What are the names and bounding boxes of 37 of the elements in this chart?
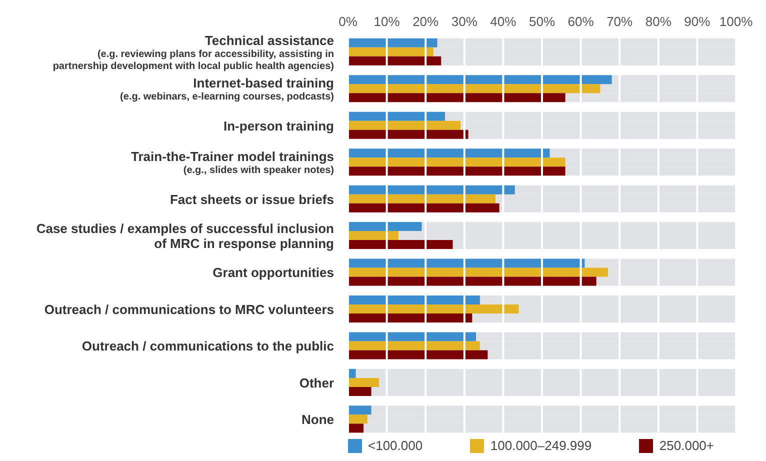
x-tick-label: 90% (684, 14, 711, 29)
x-tick-label: 70% (606, 14, 634, 29)
y-tick-label: Train-the-Trainer model trainings (e.g., slides with speaker notes) (131, 149, 334, 176)
bar (348, 222, 422, 232)
legend-label: 100.000–249.999 (489, 438, 592, 453)
y-tick-label: Fact sheets or issue briefs (170, 192, 334, 207)
x-tick-label: 60% (568, 14, 594, 29)
bar (348, 368, 356, 378)
x-tick-label: 50% (528, 14, 556, 29)
bar (348, 424, 364, 433)
legend-label: 250.000+ (658, 438, 714, 453)
y-tick-label: Grant opportunities (212, 265, 334, 280)
bar (348, 378, 380, 387)
y-tick-label: In-person training (224, 118, 334, 134)
legend-label: <100.000 (367, 438, 423, 453)
bar (348, 386, 372, 396)
x-tick-label: 20% (412, 14, 440, 29)
y-tick-label: None (302, 412, 334, 428)
x-tick-label: 0% (338, 14, 358, 29)
y-tick-label: Outreach / communications to MRC volunteers (44, 302, 334, 317)
x-tick-label: 100% (719, 14, 754, 29)
y-tick-label: Technical assistance(e.g. reviewing plans for accessibility, assisting in partnership development with local public health agencies) (52, 32, 334, 72)
x-tick-label: 80% (645, 14, 672, 29)
x-tick-label: 30% (451, 14, 478, 29)
y-tick-label: Case studies / examples of successful inclusion of MRC in response planning (36, 221, 334, 251)
bar (348, 231, 398, 240)
bar (348, 406, 372, 415)
x-tick-label: 10% (374, 14, 400, 29)
y-tick-label: Other (299, 375, 334, 390)
y-tick-label: Outreach / communications to the public (82, 338, 334, 354)
bar (348, 56, 442, 66)
x-tick-label: 40% (490, 14, 517, 29)
bar (348, 38, 438, 48)
bar (348, 47, 434, 56)
y-tick-label: Internet-based training (e.g. webinars, e-learning courses, podcasts) (120, 76, 334, 103)
bar (348, 112, 445, 121)
bar (348, 414, 368, 424)
